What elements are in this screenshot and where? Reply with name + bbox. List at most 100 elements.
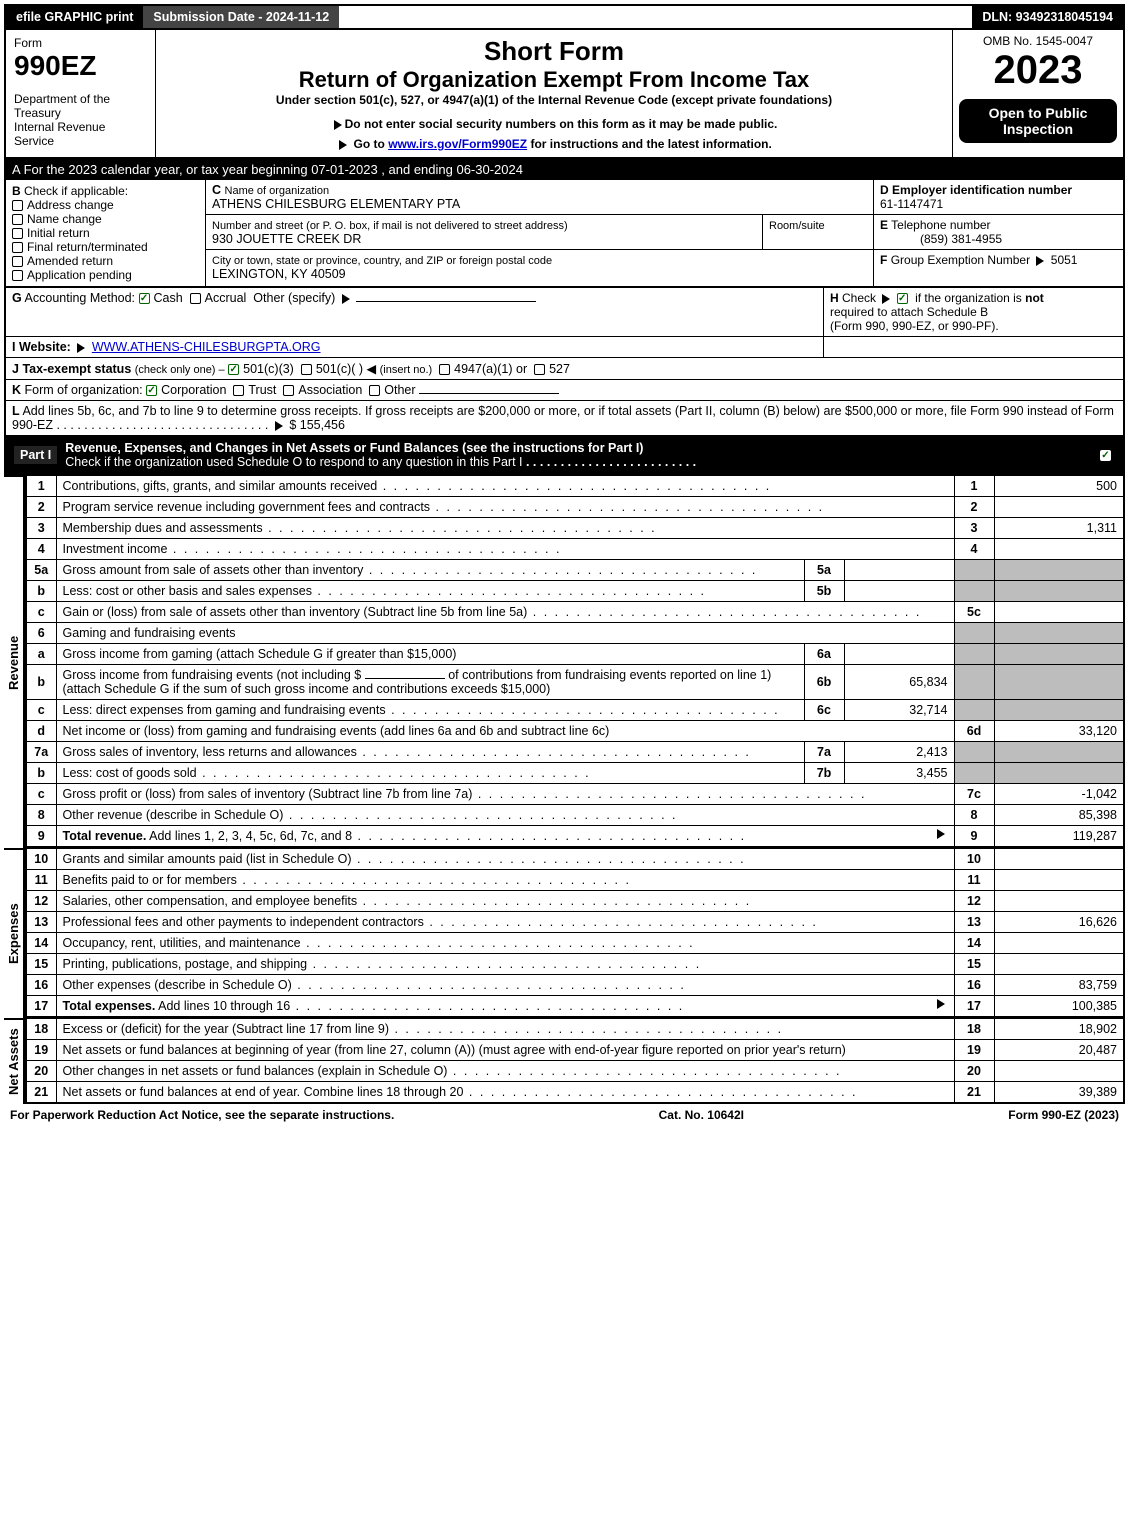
line-21-num: 21	[26, 1082, 56, 1104]
line-6c-sval: 32,714	[844, 700, 954, 721]
checkbox-corporation[interactable]	[146, 385, 157, 396]
h-text4: (Form 990, 990-EZ, or 990-PF).	[830, 319, 999, 333]
city-label: City or town, state or province, country…	[212, 255, 552, 267]
checkbox-schedule-b[interactable]	[897, 293, 908, 304]
line-7a: 7a Gross sales of inventory, less return…	[26, 742, 1124, 763]
h-text3: required to attach Schedule B	[830, 305, 988, 319]
line-6b-input[interactable]	[365, 678, 445, 679]
checkbox-trust[interactable]	[233, 385, 244, 396]
line-6a-desc: Gross income from gaming (attach Schedul…	[56, 644, 804, 665]
checkbox-initial-return[interactable]	[12, 228, 23, 239]
checkbox-association[interactable]	[283, 385, 294, 396]
line-8-val: 85,398	[994, 805, 1124, 826]
form-number: 990EZ	[14, 50, 147, 82]
line-3-desc: Membership dues and assessments	[56, 518, 954, 539]
line-6d-desc: Net income or (loss) from gaming and fun…	[56, 721, 954, 742]
g-label: Accounting Method:	[25, 291, 136, 305]
line-2-desc: Program service revenue including govern…	[56, 497, 954, 518]
line-5c: c Gain or (loss) from sale of assets oth…	[26, 602, 1124, 623]
line-9-rest: Add lines 1, 2, 3, 4, 5c, 6d, 7c, and 8	[149, 829, 746, 843]
triangle-icon	[937, 829, 945, 839]
checkbox-amended-return[interactable]	[12, 256, 23, 267]
line-2-outnum: 2	[954, 497, 994, 518]
j-opt2b: )	[359, 362, 363, 376]
line-i: I Website: WWW.ATHENS-CHILESBURGPTA.ORG	[6, 337, 823, 357]
d-label: Employer identification number	[892, 183, 1072, 197]
line-21-outnum: 21	[954, 1082, 994, 1104]
checkbox-cash[interactable]	[139, 293, 150, 304]
line-6c-sub: 6c	[804, 700, 844, 721]
line-20-desc: Other changes in net assets or fund bala…	[56, 1061, 954, 1082]
website-link[interactable]: WWW.ATHENS-CHILESBURGPTA.ORG	[92, 340, 321, 354]
checkbox-application-pending[interactable]	[12, 270, 23, 281]
checkbox-name-change[interactable]	[12, 214, 23, 225]
street-address: 930 JOUETTE CREEK DR	[212, 232, 361, 246]
checkbox-4947[interactable]	[439, 364, 450, 375]
line-5b: b Less: cost or other basis and sales ex…	[26, 581, 1124, 602]
line-10-num: 10	[26, 849, 56, 870]
line-12-desc: Salaries, other compensation, and employ…	[56, 891, 954, 912]
line-3-val: 1,311	[994, 518, 1124, 539]
line-5b-num: b	[26, 581, 56, 602]
irs-link[interactable]: www.irs.gov/Form990EZ	[388, 137, 527, 151]
checkbox-final-return[interactable]	[12, 242, 23, 253]
k-other-input[interactable]	[419, 393, 559, 394]
line-6-num: 6	[26, 623, 56, 644]
line-9-val: 119,287	[994, 826, 1124, 848]
letter-l: L	[12, 404, 20, 418]
line-5a-desc: Gross amount from sale of assets other t…	[56, 560, 804, 581]
checkbox-address-change[interactable]	[12, 200, 23, 211]
line-16: 16Other expenses (describe in Schedule O…	[26, 975, 1124, 996]
line-4-val	[994, 539, 1124, 560]
line-4-desc: Investment income	[56, 539, 954, 560]
part-1-sub: Check if the organization used Schedule …	[65, 455, 522, 469]
triangle-icon	[1036, 256, 1044, 266]
checkbox-accrual[interactable]	[190, 293, 201, 304]
checkbox-527[interactable]	[534, 364, 545, 375]
checkbox-other-org[interactable]	[369, 385, 380, 396]
line-7b-sub: 7b	[804, 763, 844, 784]
form-word: Form	[14, 36, 147, 50]
line-5a-sub: 5a	[804, 560, 844, 581]
section-c: C Name of organization ATHENS CHILESBURG…	[206, 180, 873, 286]
letter-i: I	[12, 340, 15, 354]
checkbox-501c3[interactable]	[228, 364, 239, 375]
line-5c-outnum: 5c	[954, 602, 994, 623]
checkbox-schedule-o[interactable]	[1100, 450, 1111, 461]
g-other-input[interactable]	[356, 301, 536, 302]
line-18-outnum: 18	[954, 1019, 994, 1040]
line-7b: b Less: cost of goods sold 7b 3,455	[26, 763, 1124, 784]
expenses-table: 10Grants and similar amounts paid (list …	[25, 848, 1125, 1018]
triangle-icon	[339, 140, 347, 150]
checkbox-501c[interactable]	[301, 364, 312, 375]
line-10-val	[994, 849, 1124, 870]
j-opt3: 4947(a)(1) or	[454, 362, 527, 376]
netassets-label: Net Assets	[4, 1018, 25, 1104]
line-8-outnum: 8	[954, 805, 994, 826]
line-16-outnum: 16	[954, 975, 994, 996]
line-6a-sub: 6a	[804, 644, 844, 665]
shade-cell	[994, 763, 1124, 784]
j-opt1: 501(c)(3)	[243, 362, 294, 376]
line-5a: 5a Gross amount from sale of assets othe…	[26, 560, 1124, 581]
line-12-val	[994, 891, 1124, 912]
line-5c-num: c	[26, 602, 56, 623]
line-1-val: 500	[994, 476, 1124, 497]
line-20-outnum: 20	[954, 1061, 994, 1082]
line-1: 1 Contributions, gifts, grants, and simi…	[26, 476, 1124, 497]
shade-cell	[994, 700, 1124, 721]
k-label: Form of organization:	[25, 383, 143, 397]
line-11: 11Benefits paid to or for members11	[26, 870, 1124, 891]
h-not: not	[1025, 291, 1044, 305]
line-13-desc: Professional fees and other payments to …	[56, 912, 954, 933]
line-5c-val	[994, 602, 1124, 623]
efile-print[interactable]: efile GRAPHIC print	[6, 6, 143, 28]
line-h: H Check if the organization is not requi…	[823, 288, 1123, 336]
line-3: 3 Membership dues and assessments 3 1,31…	[26, 518, 1124, 539]
open-public-badge: Open to Public Inspection	[959, 99, 1117, 143]
line-6c: c Less: direct expenses from gaming and …	[26, 700, 1124, 721]
footer-mid: Cat. No. 10642I	[659, 1108, 744, 1122]
line-21-desc: Net assets or fund balances at end of ye…	[56, 1082, 954, 1104]
line-15-outnum: 15	[954, 954, 994, 975]
top-bar: efile GRAPHIC print Submission Date - 20…	[4, 4, 1125, 30]
